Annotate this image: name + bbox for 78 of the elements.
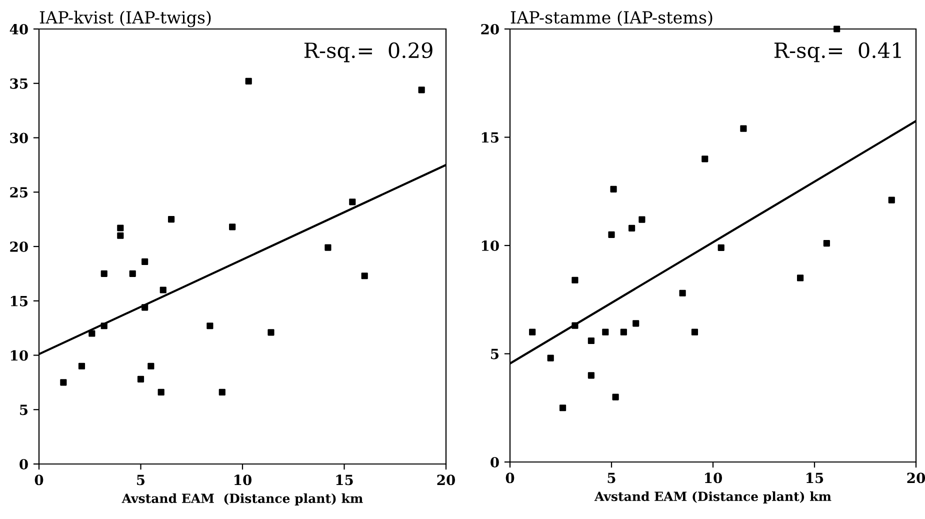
point bbox=[100, 322, 108, 330]
y-tick-label: 35 bbox=[10, 78, 28, 89]
x-tick-label: 20 bbox=[437, 474, 456, 486]
point bbox=[100, 270, 108, 277]
y-tick-label: 10 bbox=[482, 240, 499, 251]
point bbox=[740, 125, 747, 132]
point bbox=[628, 224, 636, 232]
point bbox=[529, 328, 536, 336]
annotation: R-sq.= 0.41 bbox=[774, 42, 901, 62]
y-tick-label: 10 bbox=[10, 350, 28, 361]
x-tick-label: 20 bbox=[907, 472, 925, 484]
point bbox=[547, 354, 554, 362]
point bbox=[632, 320, 640, 327]
point bbox=[206, 322, 214, 330]
point bbox=[588, 372, 594, 379]
point bbox=[88, 330, 96, 337]
point bbox=[572, 322, 578, 329]
point bbox=[117, 224, 124, 232]
y-tick-label: 0 bbox=[490, 456, 499, 468]
y-tick-label: 5 bbox=[491, 348, 499, 360]
point bbox=[168, 216, 175, 223]
y-tick-label: 25 bbox=[10, 187, 28, 198]
point bbox=[78, 362, 86, 370]
point bbox=[610, 186, 617, 193]
point bbox=[679, 290, 686, 296]
x-tick-label: 15 bbox=[806, 472, 824, 484]
x-tick-label: 15 bbox=[336, 474, 353, 486]
y-tick-label: 0 bbox=[20, 458, 28, 470]
point bbox=[148, 362, 154, 370]
point bbox=[702, 156, 708, 162]
point bbox=[142, 304, 148, 311]
point bbox=[361, 272, 368, 280]
point bbox=[117, 232, 124, 239]
point bbox=[218, 388, 226, 396]
y-tick-label: 15 bbox=[482, 132, 499, 143]
point bbox=[160, 286, 166, 294]
point bbox=[129, 270, 136, 277]
point bbox=[559, 404, 566, 412]
point bbox=[602, 328, 609, 336]
point bbox=[60, 379, 67, 386]
point bbox=[324, 244, 332, 251]
annotation: R-sq.= 0.29 bbox=[304, 42, 432, 62]
x-tick-label: 10 bbox=[234, 474, 252, 486]
x-axis-title: Avstand EAM (Distance plant) km bbox=[594, 491, 832, 504]
chart-title: IAP-kvist (IAP-twigs) bbox=[40, 10, 211, 28]
point bbox=[572, 276, 578, 284]
point bbox=[834, 26, 840, 32]
point bbox=[612, 394, 619, 400]
point bbox=[588, 337, 594, 344]
point bbox=[638, 216, 646, 223]
x-tick-label: 0 bbox=[34, 474, 44, 486]
point bbox=[349, 198, 356, 206]
x-axis-title: Avstand EAM (Distance plant) km bbox=[122, 493, 363, 506]
y-tick-label: 20 bbox=[10, 241, 28, 252]
point bbox=[888, 196, 895, 204]
point bbox=[796, 274, 804, 282]
x-tick-label: 0 bbox=[506, 472, 514, 484]
point bbox=[158, 388, 164, 396]
point bbox=[418, 86, 425, 94]
point bbox=[620, 328, 627, 336]
y-tick-label: 30 bbox=[10, 132, 28, 144]
chart-title: IAP-stamme (IAP-stems) bbox=[510, 10, 712, 26]
point bbox=[718, 244, 724, 251]
point bbox=[268, 329, 274, 336]
point bbox=[245, 78, 252, 84]
point bbox=[142, 258, 148, 266]
point bbox=[229, 224, 236, 230]
y-tick-label: 20 bbox=[481, 24, 499, 34]
point bbox=[823, 240, 830, 247]
point bbox=[691, 328, 698, 336]
x-tick-label: 10 bbox=[705, 472, 722, 484]
y-tick-label: 5 bbox=[20, 404, 28, 416]
y-tick-label: 15 bbox=[10, 296, 28, 306]
point bbox=[137, 376, 144, 382]
x-tick-label: 5 bbox=[608, 472, 616, 484]
y-tick-label: 40 bbox=[10, 24, 28, 34]
x-tick-label: 5 bbox=[137, 474, 145, 486]
point bbox=[608, 231, 615, 238]
